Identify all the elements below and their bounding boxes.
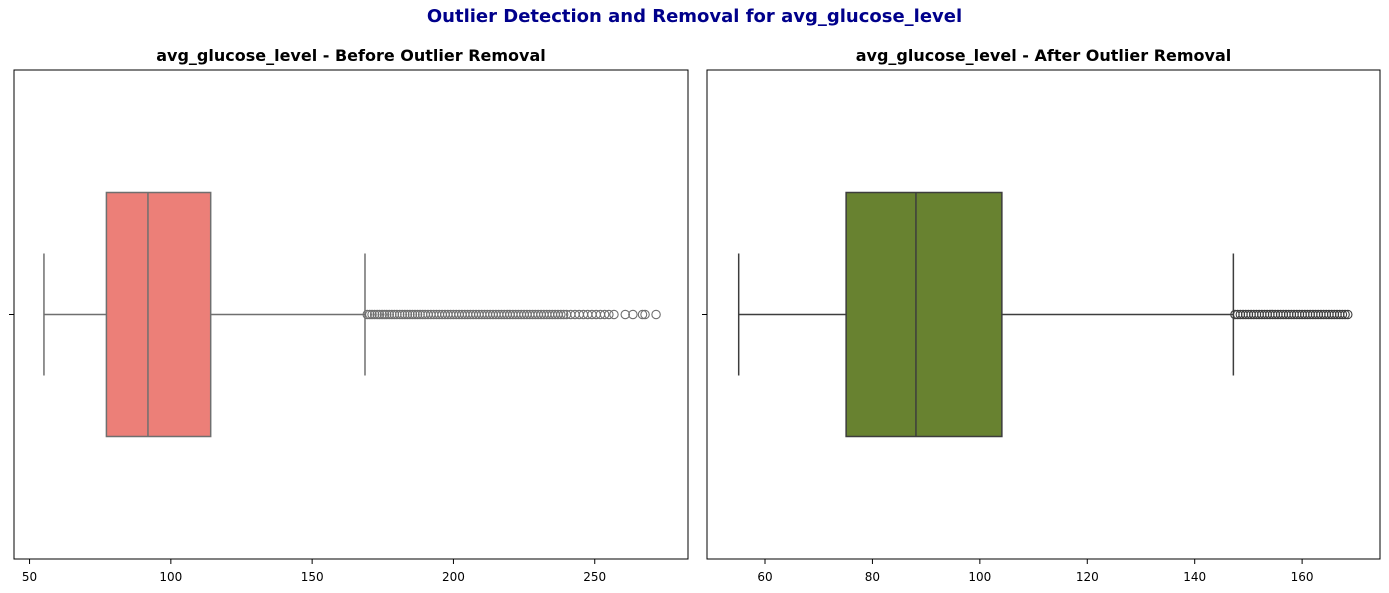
outlier-point: [620, 309, 631, 320]
outlier-point: [405, 309, 415, 320]
x-tick-label: 80: [865, 570, 880, 584]
x-tick-label: 250: [583, 570, 606, 584]
outlier-point: [367, 309, 377, 320]
outlier-point: [1340, 309, 1350, 320]
outlier-point: [558, 309, 569, 320]
x-tick-label: 100: [159, 570, 182, 584]
x-tick-label: 60: [757, 570, 772, 584]
iqr-box: [845, 191, 1003, 438]
outlier-point: [628, 309, 638, 320]
outlier-point: [1337, 309, 1348, 320]
right-boxplot-panel: avg_glucose_level - After Outlier Remova…: [702, 46, 1381, 584]
outlier-point: [599, 309, 610, 320]
iqr-box: [105, 191, 212, 438]
x-tick-label: 50: [22, 570, 37, 584]
outlier-point: [412, 309, 423, 320]
outlier-point: [407, 309, 418, 320]
x-tick-label: 100: [968, 570, 991, 584]
outlier-point: [400, 309, 410, 320]
x-tick-label: 160: [1291, 570, 1314, 584]
outlier-point: [609, 309, 619, 320]
left-boxplot-panel: avg_glucose_level - Before Outlier Remov…: [9, 46, 689, 584]
outlier-point: [362, 309, 372, 320]
outlier-point: [637, 309, 648, 320]
outlier-point: [379, 309, 390, 320]
outlier-point: [410, 309, 420, 320]
right-panel-title: avg_glucose_level - After Outlier Remova…: [856, 46, 1232, 65]
outlier-point: [556, 309, 566, 320]
outlier-point: [394, 309, 405, 320]
outlier-point: [381, 309, 392, 320]
left-panel-title: avg_glucose_level - Before Outlier Remov…: [156, 46, 546, 65]
outlier-point: [402, 309, 413, 320]
x-tick-label: 120: [1076, 570, 1099, 584]
outlier-point: [651, 309, 661, 320]
outlier-point: [640, 309, 650, 320]
outlier-point: [369, 309, 380, 320]
outlier-point: [377, 309, 387, 320]
outlier-point: [397, 309, 408, 320]
outlier-point: [372, 309, 382, 320]
x-tick-label: 140: [1183, 570, 1206, 584]
outlier-point: [604, 309, 614, 320]
outlier-point: [374, 309, 385, 320]
outlier-point: [384, 309, 395, 320]
figure-suptitle: Outlier Detection and Removal for avg_gl…: [426, 6, 963, 27]
outlier-point: [1343, 309, 1353, 320]
outlier-point: [365, 309, 375, 320]
x-tick-label: 150: [301, 570, 324, 584]
x-tick-label: 200: [442, 570, 465, 584]
